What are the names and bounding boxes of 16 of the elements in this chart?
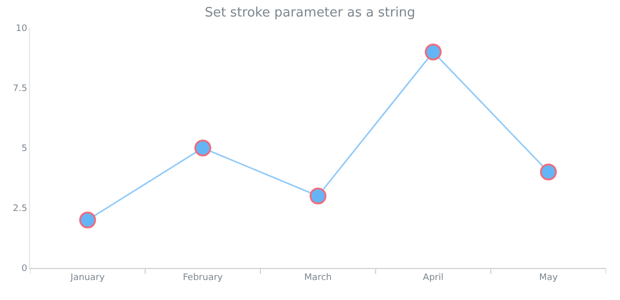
point — [540, 164, 557, 180]
y-tick-label: 5 — [21, 144, 28, 154]
y-tick-label: 0 — [21, 264, 28, 274]
y-tick-label: 10 — [16, 24, 28, 34]
y-tick-label: 2.5 — [12, 204, 28, 214]
x-tick-label: March — [304, 272, 332, 283]
x-tick-label: January — [70, 272, 106, 283]
y-tick-label: 7.5 — [12, 84, 28, 94]
x-tick-label: February — [182, 272, 224, 283]
chart-title: Set stroke parameter as a string — [204, 6, 416, 21]
point — [424, 44, 442, 60]
x-tick-label: May — [539, 272, 558, 283]
point — [194, 140, 212, 156]
x-tick-label: April — [422, 272, 444, 283]
point — [79, 212, 96, 228]
point — [310, 188, 326, 204]
